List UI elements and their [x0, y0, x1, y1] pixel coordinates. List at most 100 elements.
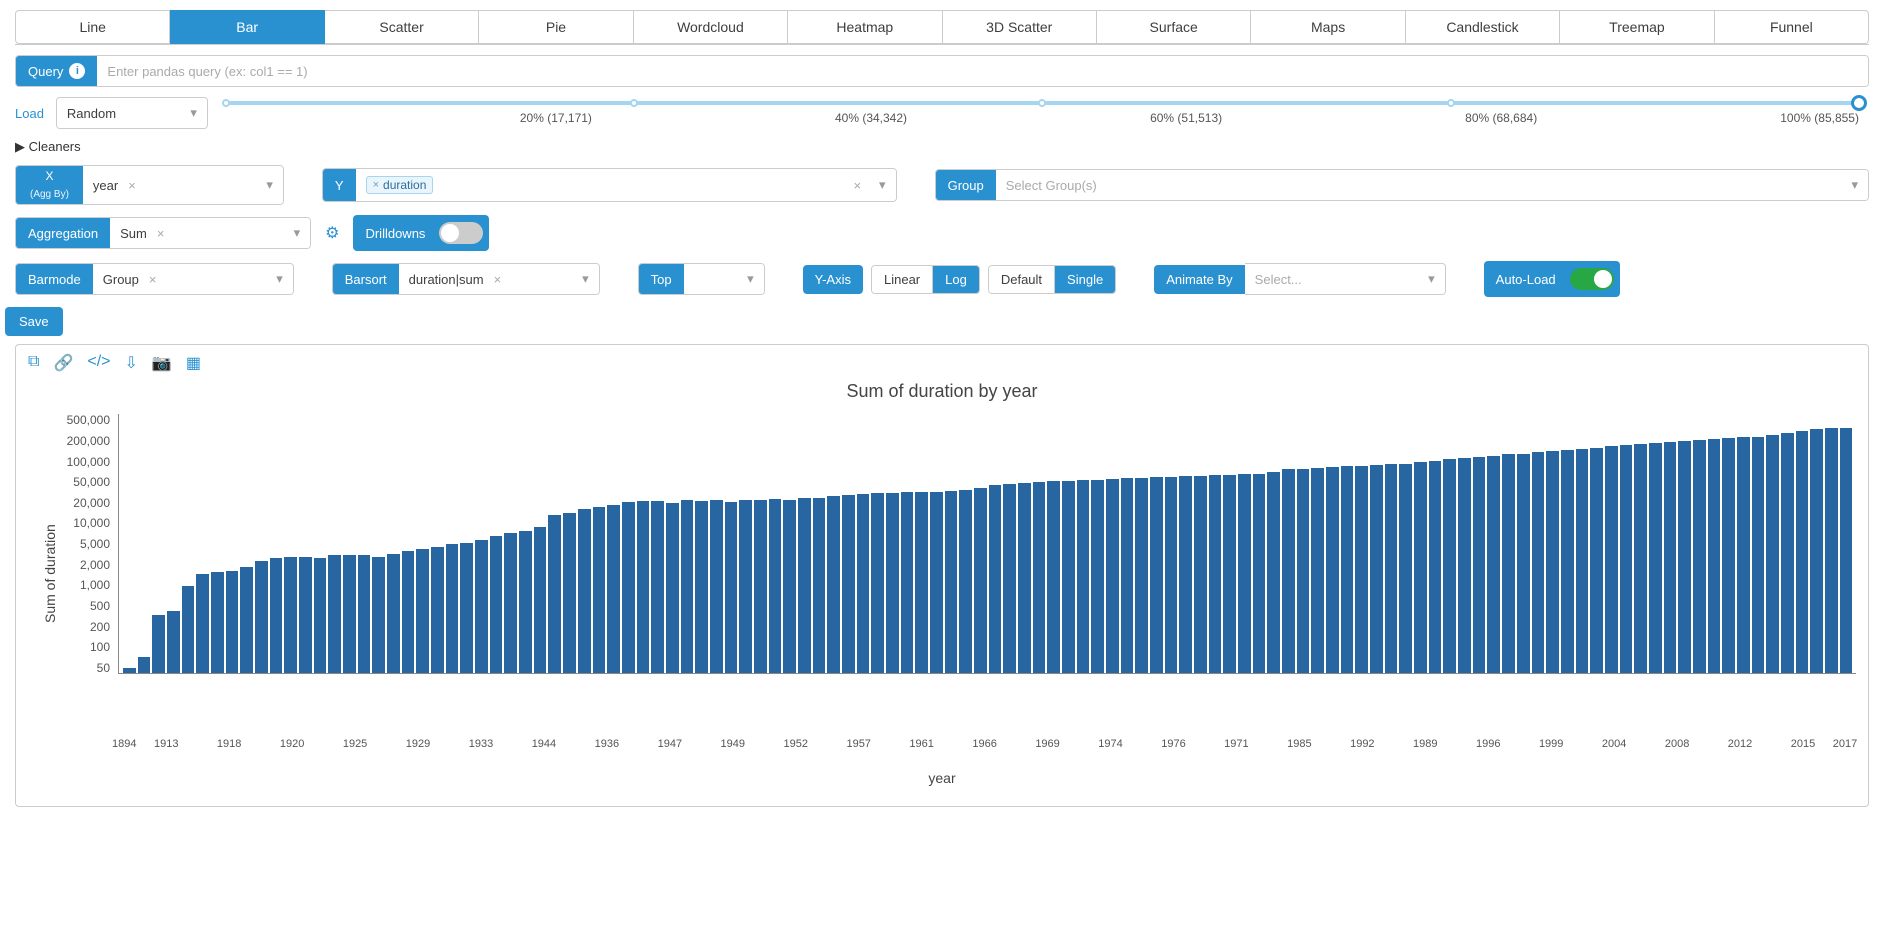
camera-icon[interactable]: 📷 — [152, 353, 172, 373]
bar[interactable] — [695, 501, 708, 673]
seg-linear[interactable]: Linear — [872, 266, 933, 293]
bar[interactable] — [358, 555, 371, 673]
bar[interactable] — [1473, 457, 1486, 673]
bar[interactable] — [1267, 472, 1280, 674]
bar[interactable] — [1077, 480, 1090, 673]
tab-wordcloud[interactable]: Wordcloud — [634, 10, 788, 44]
tab-heatmap[interactable]: Heatmap — [788, 10, 942, 44]
barmode-select[interactable]: Group × ▾ — [93, 264, 293, 294]
bar[interactable] — [226, 571, 239, 673]
bar[interactable] — [1414, 462, 1427, 673]
bar[interactable] — [1737, 437, 1750, 673]
bar[interactable] — [1003, 484, 1016, 673]
bar[interactable] — [989, 485, 1002, 673]
bar[interactable] — [769, 499, 782, 673]
bar[interactable] — [519, 531, 532, 673]
seg-default[interactable]: Default — [989, 266, 1055, 293]
tab-bar[interactable]: Bar — [170, 10, 324, 44]
bar[interactable] — [1810, 429, 1823, 674]
clear-icon[interactable]: × — [849, 178, 865, 193]
bar[interactable] — [1825, 428, 1838, 674]
bar[interactable] — [1399, 464, 1412, 674]
bar[interactable] — [1311, 468, 1324, 673]
bar[interactable] — [299, 557, 312, 673]
bar[interactable] — [1722, 438, 1735, 673]
bar[interactable] — [328, 555, 341, 673]
bar[interactable] — [387, 554, 400, 673]
bar[interactable] — [1062, 481, 1075, 674]
bar[interactable] — [1649, 443, 1662, 673]
bar[interactable] — [1561, 450, 1574, 673]
bar[interactable] — [1135, 478, 1148, 673]
bar[interactable] — [1443, 459, 1456, 673]
bar[interactable] — [593, 507, 606, 673]
bar[interactable] — [416, 549, 429, 673]
gear-icon[interactable]: ⚙ — [319, 223, 345, 243]
bar[interactable] — [1766, 435, 1779, 673]
bar[interactable] — [402, 551, 415, 673]
csv-icon[interactable]: ▦ — [186, 353, 201, 373]
bar[interactable] — [651, 501, 664, 673]
bar[interactable] — [1517, 454, 1530, 673]
cleaners-toggle[interactable]: ▶ Cleaners — [15, 139, 1869, 155]
bar[interactable] — [666, 503, 679, 674]
load-mode-select[interactable]: Random▾ — [57, 98, 207, 128]
save-button[interactable]: Save — [5, 307, 63, 336]
bar[interactable] — [1634, 444, 1647, 673]
tab-line[interactable]: Line — [15, 10, 170, 44]
tab-candlestick[interactable]: Candlestick — [1406, 10, 1560, 44]
bar[interactable] — [1106, 479, 1119, 673]
tab-treemap[interactable]: Treemap — [1560, 10, 1714, 44]
bar[interactable] — [1796, 431, 1809, 674]
bar[interactable] — [196, 574, 209, 673]
bar[interactable] — [534, 527, 547, 674]
bar[interactable] — [1620, 445, 1633, 674]
autoload-toggle[interactable] — [1570, 268, 1614, 290]
popout-icon[interactable]: ⧉ — [28, 353, 39, 373]
bar[interactable] — [138, 657, 151, 674]
bar[interactable] — [490, 536, 503, 673]
tab-scatter[interactable]: Scatter — [325, 10, 479, 44]
bar[interactable] — [1840, 428, 1853, 674]
bar[interactable] — [1297, 469, 1310, 674]
bar[interactable] — [1693, 440, 1706, 673]
bar[interactable] — [1532, 452, 1545, 673]
bar[interactable] — [314, 558, 327, 673]
link-icon[interactable]: 🔗 — [53, 353, 73, 373]
clear-icon[interactable]: × — [153, 226, 169, 241]
bar[interactable] — [959, 490, 972, 673]
bar[interactable] — [1590, 448, 1603, 673]
bar[interactable] — [1238, 474, 1251, 673]
seg-log[interactable]: Log — [933, 266, 979, 293]
bar[interactable] — [813, 498, 826, 673]
bar[interactable] — [211, 572, 224, 673]
aggregation-select[interactable]: Sum × ▾ — [110, 218, 310, 248]
bar[interactable] — [1033, 482, 1046, 673]
bar[interactable] — [284, 557, 297, 673]
bar[interactable] — [1194, 476, 1207, 673]
export-icon[interactable]: ⇩ — [125, 353, 138, 373]
bar[interactable] — [343, 555, 356, 673]
bar[interactable] — [1179, 476, 1192, 673]
bar[interactable] — [607, 505, 620, 673]
load-slider[interactable]: 20% (17,171)40% (34,342)60% (51,513)80% … — [216, 101, 1869, 125]
bar[interactable] — [240, 567, 253, 673]
bar[interactable] — [446, 544, 459, 674]
bar[interactable] — [372, 557, 385, 673]
drilldowns-toggle[interactable] — [439, 222, 483, 244]
bar[interactable] — [1253, 474, 1266, 673]
bar[interactable] — [754, 500, 767, 674]
bar[interactable] — [915, 492, 928, 673]
code-icon[interactable]: </> — [87, 353, 110, 373]
bar[interactable] — [1385, 464, 1398, 673]
bar[interactable] — [1209, 475, 1222, 673]
bar[interactable] — [1781, 433, 1794, 674]
bar[interactable] — [255, 561, 268, 673]
bar[interactable] — [681, 500, 694, 674]
tab-maps[interactable]: Maps — [1251, 10, 1405, 44]
bar[interactable] — [1355, 466, 1368, 673]
tab-surface[interactable]: Surface — [1097, 10, 1251, 44]
seg-single[interactable]: Single — [1055, 266, 1115, 293]
bar[interactable] — [548, 515, 561, 673]
bar[interactable] — [460, 543, 473, 674]
